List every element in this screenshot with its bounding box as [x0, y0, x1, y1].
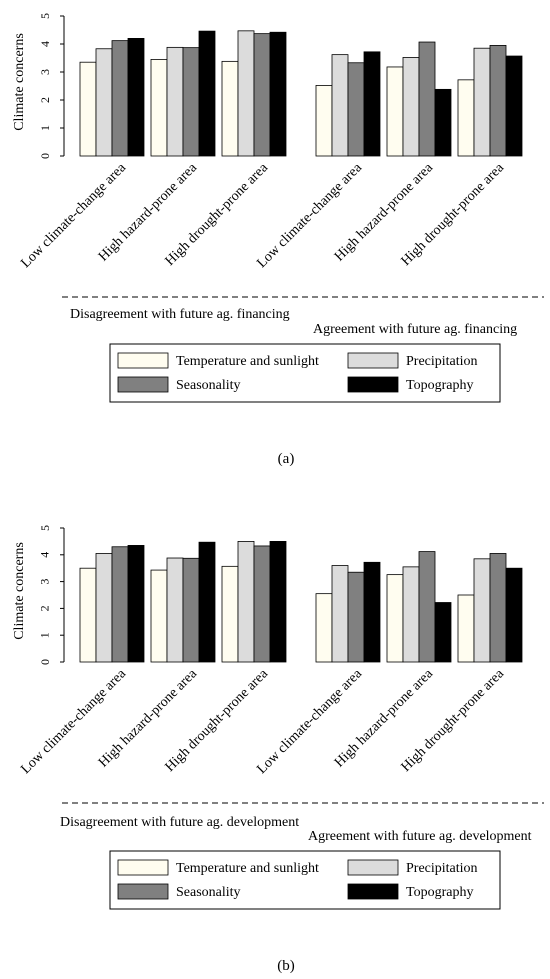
bar-4-seasonality: [347, 62, 365, 157]
legend-swatch-4: [347, 883, 399, 900]
legend: Temperature and sunlight Precipitation Sea…: [109, 850, 501, 910]
legend-frame: [109, 343, 501, 403]
bar-1-seasonality: [111, 40, 129, 157]
bar-2-seasonality: [182, 557, 200, 663]
panel-label: (b): [277, 958, 295, 974]
legend-swatch-4: [347, 376, 399, 393]
bar-2-temperature-and-sunlight: [150, 569, 168, 663]
y-axis-label: Climate concerns: [12, 542, 27, 640]
legend-label-1: Temperature and sunlight: [176, 354, 319, 369]
legend-swatch-3: [117, 883, 169, 900]
y-tick-label-0: 0: [38, 153, 52, 159]
bar-2-precipitation: [166, 557, 184, 663]
bar-6-topography: [505, 55, 523, 157]
bar-4-temperature-and-sunlight: [315, 85, 333, 157]
bar-4-temperature-and-sunlight: [315, 593, 333, 663]
bar-4-topography: [363, 51, 381, 157]
legend-swatch-2: [347, 352, 399, 369]
y-tick-label-4: 4: [38, 552, 52, 558]
y-tick-label-5: 5: [38, 525, 52, 531]
bar-5-topography: [434, 88, 452, 157]
legend-label-4: Topography: [406, 885, 473, 900]
bar-4-seasonality: [347, 571, 365, 663]
legend-label-2: Precipitation: [406, 861, 478, 876]
legend-swatch-1: [117, 352, 169, 369]
bar-5-topography: [434, 602, 452, 663]
bar-1-topography: [127, 545, 145, 663]
bar-1-precipitation: [95, 48, 113, 157]
bar-1-temperature-and-sunlight: [79, 567, 97, 663]
group-label-2: Agreement with future ag. development: [308, 829, 532, 844]
bar-6-seasonality: [489, 45, 507, 157]
bar-5-seasonality: [418, 551, 436, 663]
bar-5-temperature-and-sunlight: [386, 574, 404, 663]
bar-4-precipitation: [331, 565, 349, 663]
bar-2-precipitation: [166, 46, 184, 157]
y-tick-label-2: 2: [38, 97, 52, 103]
y-tick-label-2: 2: [38, 605, 52, 611]
bar-1-temperature-and-sunlight: [79, 61, 97, 157]
bar-3-seasonality: [253, 33, 271, 157]
bar-2-seasonality: [182, 47, 200, 157]
bar-3-precipitation: [237, 541, 255, 663]
bar-5-seasonality: [418, 41, 436, 157]
legend-swatch-2: [347, 859, 399, 876]
legend-label-3: Seasonality: [176, 378, 241, 393]
y-tick-label-3: 3: [38, 69, 52, 75]
bar-3-temperature-and-sunlight: [221, 565, 239, 663]
y-tick-label-3: 3: [38, 579, 52, 585]
legend-swatch-3: [117, 376, 169, 393]
legend-label-3: Seasonality: [176, 885, 241, 900]
panel-label: (a): [278, 451, 295, 467]
y-tick-label-5: 5: [38, 13, 52, 19]
y-tick-label-4: 4: [38, 41, 52, 47]
bar-3-seasonality: [253, 545, 271, 663]
bar-6-precipitation: [473, 47, 491, 157]
legend-frame: [109, 850, 501, 910]
bar-4-topography: [363, 561, 381, 663]
bar-6-temperature-and-sunlight: [457, 79, 475, 157]
legend-swatch-1: [117, 859, 169, 876]
bar-6-seasonality: [489, 553, 507, 663]
bar-6-precipitation: [473, 558, 491, 663]
bar-5-precipitation: [402, 566, 420, 663]
bar-5-precipitation: [402, 57, 420, 157]
bar-1-seasonality: [111, 546, 129, 663]
bar-1-precipitation: [95, 553, 113, 663]
bar-2-temperature-and-sunlight: [150, 59, 168, 157]
y-axis-label: Climate concerns: [12, 33, 27, 131]
bar-2-topography: [198, 30, 216, 157]
bar-6-temperature-and-sunlight: [457, 594, 475, 663]
bar-1-topography: [127, 38, 145, 157]
legend-label-1: Temperature and sunlight: [176, 861, 319, 876]
legend-label-4: Topography: [406, 378, 473, 393]
bar-3-precipitation: [237, 30, 255, 157]
y-tick-label-1: 1: [38, 632, 52, 638]
group-label-2: Agreement with future ag. financing: [313, 322, 517, 337]
bar-3-topography: [269, 31, 287, 157]
bar-3-temperature-and-sunlight: [221, 60, 239, 157]
group-label-1: Disagreement with future ag. development: [60, 815, 299, 830]
bar-6-topography: [505, 567, 523, 663]
bar-5-temperature-and-sunlight: [386, 66, 404, 157]
y-tick-label-1: 1: [38, 125, 52, 131]
y-tick-label-0: 0: [38, 659, 52, 665]
legend: Temperature and sunlight Precipitation Sea…: [109, 343, 501, 403]
bar-2-topography: [198, 541, 216, 663]
group-label-1: Disagreement with future ag. financing: [70, 307, 290, 322]
legend-label-2: Precipitation: [406, 354, 478, 369]
bar-4-precipitation: [331, 54, 349, 157]
bar-3-topography: [269, 541, 287, 663]
